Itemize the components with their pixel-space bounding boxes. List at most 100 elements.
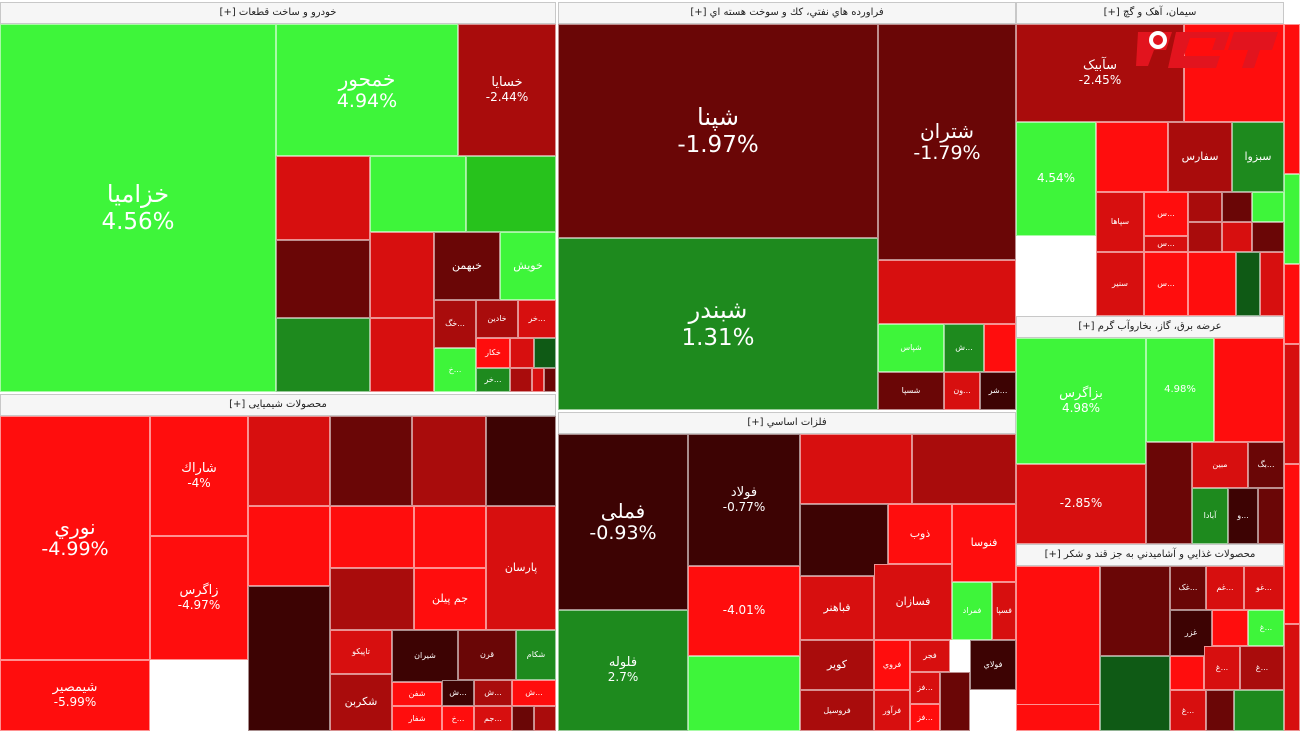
stock-tile[interactable]: ...غم — [1206, 566, 1244, 610]
stock-tile[interactable]: ...س — [1144, 192, 1188, 236]
sector-header[interactable]: فراورده هاي نفتي، كك و سوخت هسته اي [+] — [558, 2, 1016, 24]
stock-tile[interactable] — [1188, 192, 1222, 222]
stock-tile[interactable]: خزامیا 4.56% — [0, 24, 276, 392]
stock-tile[interactable]: شاراك -4% — [150, 416, 248, 536]
stock-tile[interactable] — [1016, 704, 1100, 731]
stock-tile[interactable]: شکام — [516, 630, 556, 680]
stock-tile[interactable] — [412, 416, 486, 506]
stock-tile[interactable] — [1222, 222, 1252, 252]
stock-tile[interactable] — [1284, 24, 1300, 174]
stock-tile[interactable] — [532, 368, 544, 392]
stock-tile[interactable]: بزاگرس 4.98% — [1016, 338, 1146, 464]
stock-tile[interactable] — [1146, 442, 1192, 544]
stock-tile[interactable] — [276, 240, 370, 318]
stock-tile[interactable] — [1234, 690, 1284, 731]
stock-tile[interactable] — [1016, 566, 1100, 731]
stock-tile[interactable] — [1284, 624, 1300, 731]
stock-tile[interactable] — [1252, 192, 1284, 222]
stock-tile[interactable]: پارسان — [486, 506, 556, 630]
stock-tile[interactable]: فنوسا — [952, 504, 1016, 582]
stock-tile[interactable] — [1236, 252, 1260, 316]
stock-tile[interactable] — [534, 706, 556, 731]
stock-tile[interactable]: کویر — [800, 640, 874, 690]
stock-tile[interactable]: شکربن — [330, 674, 392, 731]
stock-tile[interactable] — [534, 338, 556, 368]
stock-tile[interactable] — [1188, 222, 1222, 252]
stock-tile[interactable]: ...غ — [1204, 646, 1240, 690]
stock-tile[interactable] — [486, 416, 556, 506]
stock-tile[interactable] — [248, 506, 330, 586]
stock-tile[interactable]: مبین — [1192, 442, 1248, 488]
stock-tile[interactable] — [800, 504, 888, 576]
stock-tile[interactable] — [512, 706, 534, 731]
stock-tile[interactable]: فولاد -0.77% — [688, 434, 800, 566]
stock-tile[interactable]: سنیر — [1096, 252, 1144, 316]
stock-tile[interactable]: فملی -0.93% — [558, 434, 688, 610]
stock-tile[interactable] — [330, 416, 412, 506]
stock-tile[interactable]: ذوب — [888, 504, 952, 564]
stock-tile[interactable]: ...ون — [944, 372, 980, 410]
stock-tile[interactable]: فسازان — [874, 564, 952, 640]
stock-tile[interactable] — [1206, 690, 1234, 731]
stock-tile[interactable]: فسپا — [992, 582, 1016, 640]
stock-tile[interactable]: خویش — [500, 232, 556, 300]
stock-tile[interactable]: ...غ — [1170, 690, 1206, 731]
stock-tile[interactable]: 4.54% — [1016, 122, 1096, 236]
stock-tile[interactable] — [370, 156, 466, 232]
stock-tile[interactable]: -2.85% — [1016, 464, 1146, 544]
sector-header[interactable]: خودرو و ساخت قطعات [+] — [0, 2, 556, 24]
stock-tile[interactable] — [984, 324, 1016, 372]
stock-tile[interactable]: سآبیک -2.45% — [1016, 24, 1184, 122]
stock-tile[interactable]: فمراد — [952, 582, 992, 640]
stock-tile[interactable]: تاپیکو — [330, 630, 392, 674]
stock-tile[interactable] — [1212, 610, 1248, 646]
stock-tile[interactable]: -4.01% — [688, 566, 800, 656]
stock-tile[interactable] — [466, 156, 556, 232]
stock-tile[interactable]: ...خ — [442, 706, 474, 731]
stock-tile[interactable]: شیمصیر -5.99% — [0, 660, 150, 731]
stock-tile[interactable] — [878, 260, 1016, 324]
stock-tile[interactable]: شبندر 1.31% — [558, 238, 878, 410]
stock-tile[interactable] — [1170, 656, 1204, 690]
stock-tile[interactable]: خبهمن — [434, 232, 500, 300]
stock-tile[interactable] — [1258, 488, 1284, 544]
stock-tile[interactable]: فباهنر — [800, 576, 874, 640]
stock-tile[interactable]: ...غک — [1170, 566, 1206, 610]
stock-tile[interactable] — [370, 318, 434, 392]
stock-tile[interactable] — [248, 586, 330, 731]
stock-tile[interactable]: فجر — [910, 640, 950, 672]
stock-tile[interactable]: ...ش — [512, 680, 556, 706]
stock-tile[interactable] — [544, 368, 556, 392]
stock-tile[interactable]: ...خر — [518, 300, 556, 338]
stock-tile[interactable]: شیران — [392, 630, 458, 682]
stock-tile[interactable]: 4.98% — [1146, 338, 1214, 442]
stock-tile[interactable] — [1284, 264, 1300, 344]
stock-tile[interactable] — [1252, 222, 1284, 252]
stock-tile[interactable]: ...غ — [1240, 646, 1284, 690]
stock-tile[interactable]: خسایا -2.44% — [458, 24, 556, 156]
stock-tile[interactable] — [912, 434, 1016, 504]
stock-tile[interactable]: فرآور — [874, 690, 910, 731]
stock-tile[interactable] — [510, 338, 534, 368]
stock-tile[interactable]: ...بگ — [1248, 442, 1284, 488]
stock-tile[interactable] — [1214, 338, 1284, 442]
stock-tile[interactable] — [1222, 192, 1252, 222]
stock-tile[interactable]: فروي — [874, 640, 910, 690]
stock-tile[interactable]: جم پیلن — [414, 568, 486, 630]
stock-tile[interactable] — [414, 506, 486, 568]
sector-header[interactable]: فلزات اساسي [+] — [558, 412, 1016, 434]
stock-tile[interactable]: ...س — [1144, 252, 1188, 316]
stock-tile[interactable]: ...شر — [980, 372, 1016, 410]
stock-tile[interactable]: خکار — [476, 338, 510, 368]
stock-tile[interactable]: شتران -1.79% — [878, 24, 1016, 260]
stock-tile[interactable]: ...خ — [434, 348, 476, 392]
stock-tile[interactable]: ...غ — [1248, 610, 1284, 646]
sector-header[interactable]: عرضه برق، گاز، بخاروآب گرم [+] — [1016, 316, 1284, 338]
stock-tile[interactable]: قرن — [458, 630, 516, 680]
stock-tile[interactable]: ...و — [1228, 488, 1258, 544]
stock-tile[interactable] — [330, 506, 414, 568]
stock-tile[interactable]: ...ش — [944, 324, 984, 372]
stock-tile[interactable]: فلوله 2.7% — [558, 610, 688, 731]
stock-tile[interactable]: ...ش — [442, 680, 474, 706]
sector-header[interactable]: محصولات غذايي و آشاميدني به جز قند و شكر… — [1016, 544, 1284, 566]
